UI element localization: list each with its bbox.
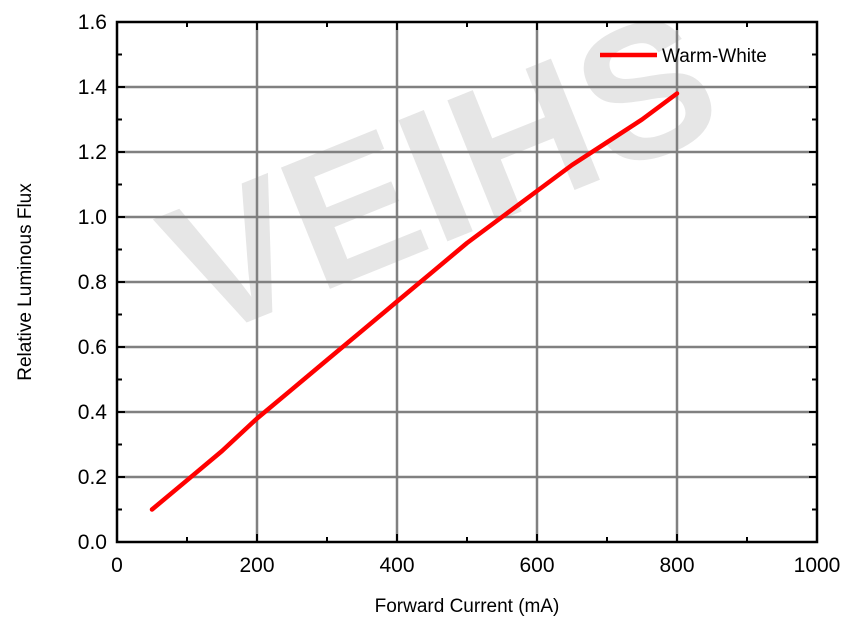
x-tick-label: 600	[519, 554, 554, 577]
axis-ticks	[116, 21, 818, 543]
grid	[117, 22, 817, 542]
x-tick-label: 1000	[794, 554, 841, 577]
y-tick-label: 0.2	[78, 466, 107, 489]
y-tick-label: 0.6	[78, 336, 107, 359]
y-tick-label: 0.8	[78, 271, 107, 294]
y-tick-label: 1.0	[78, 206, 107, 229]
y-tick-label: 1.6	[78, 11, 107, 34]
x-tick-label: 400	[379, 554, 414, 577]
x-axis-title: Forward Current (mA)	[375, 596, 560, 617]
y-tick-label: 1.4	[78, 76, 108, 99]
x-tick-label: 200	[239, 554, 274, 577]
legend-label-warm-white: Warm-White	[662, 46, 767, 67]
x-tick-labels: 0 200 400 600 800 1000	[111, 554, 840, 577]
y-tick-label: 0.4	[78, 401, 108, 424]
y-tick-label: 1.2	[78, 141, 107, 164]
y-tick-label: 0.0	[78, 531, 107, 554]
series-layer	[149, 91, 680, 512]
y-axis-title: Relative Luminous Flux	[15, 183, 36, 381]
x-tick-label: 0	[111, 554, 123, 577]
x-tick-label: 800	[659, 554, 694, 577]
series-line-warm-white	[149, 91, 680, 512]
y-tick-labels: 0.0 0.2 0.4 0.6 0.8 1.0 1.2 1.4 1.6	[78, 11, 108, 554]
legend: Warm-White	[600, 46, 767, 67]
